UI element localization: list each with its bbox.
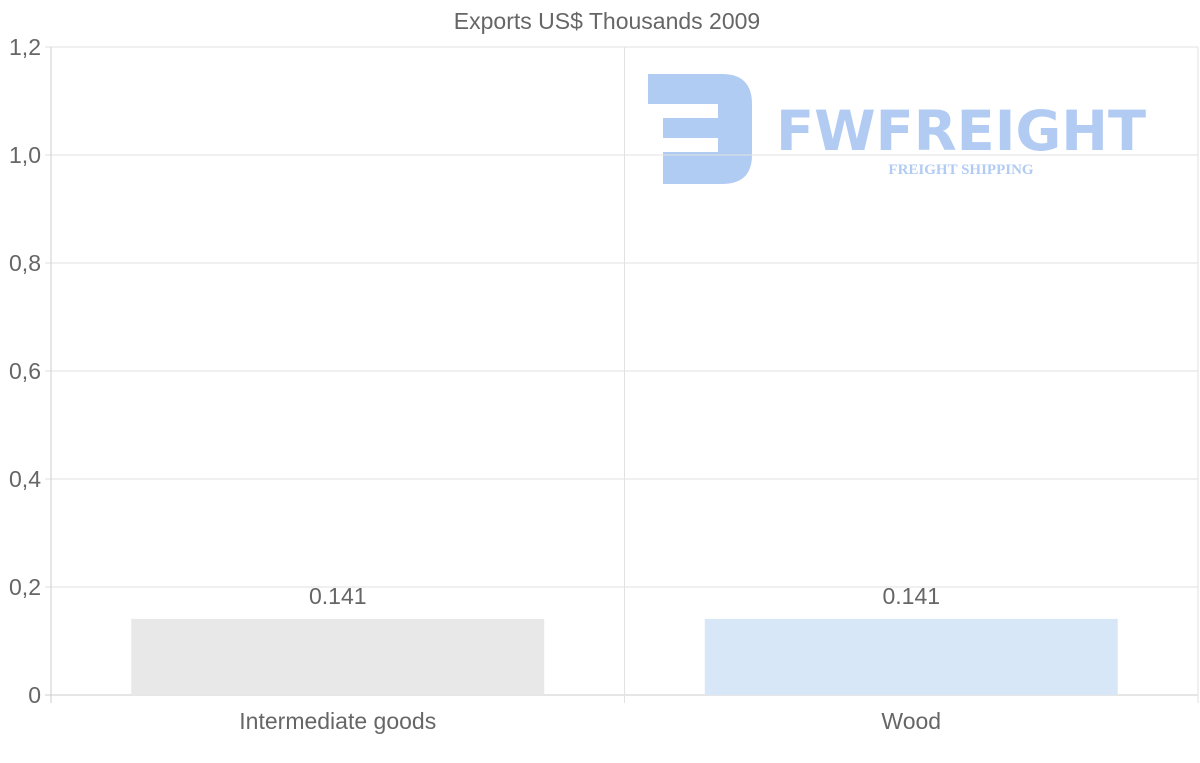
y-tick-label: 1,0 [9, 142, 41, 168]
watermark-brand: FWFREIGHT [776, 99, 1146, 163]
fwfreight-watermark-logo: FWFREIGHT FREIGHT SHIPPING [648, 74, 1146, 184]
y-tick-label: 0,8 [9, 250, 41, 276]
y-tick-label: 0 [28, 682, 41, 708]
y-tick-label: 0,6 [9, 358, 41, 384]
y-tick-label: 1,2 [9, 34, 41, 60]
bar [704, 618, 1118, 695]
chart-title: Exports US$ Thousands 2009 [454, 8, 760, 34]
x-tick-label: Intermediate goods [239, 708, 436, 734]
watermark-tagline: FREIGHT SHIPPING [888, 162, 1033, 178]
bar [131, 618, 545, 695]
data-label: 0.141 [309, 583, 367, 609]
data-label: 0.141 [882, 583, 940, 609]
logo-mark-icon [648, 74, 752, 184]
y-tick-label: 0,4 [9, 466, 41, 492]
y-tick-label: 0,2 [9, 574, 41, 600]
x-tick-label: Wood [881, 708, 941, 734]
